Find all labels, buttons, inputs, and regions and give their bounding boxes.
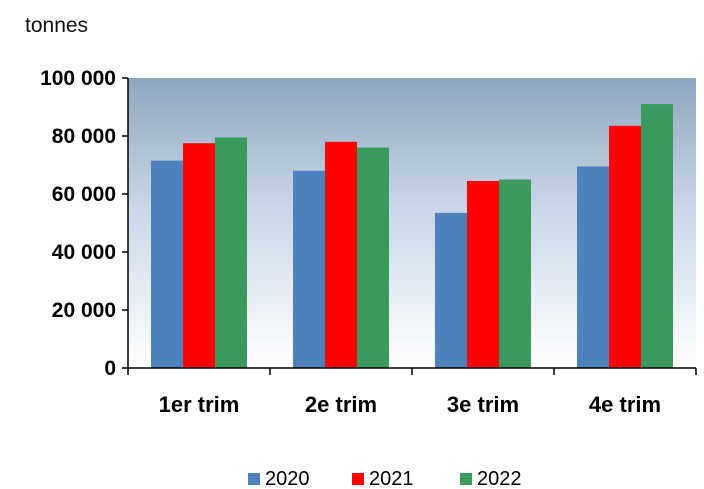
y-tick-label-3: 60 000 bbox=[52, 183, 116, 206]
legend-label-2020: 2020 bbox=[265, 468, 310, 489]
legend-swatch-2022 bbox=[460, 473, 472, 485]
bar-2020-2 bbox=[293, 170, 325, 368]
y-tick-label-4: 80 000 bbox=[52, 125, 116, 148]
y-tick-labels: 0 20 000 40 000 60 000 80 000 100 000 bbox=[40, 67, 116, 380]
legend-label-2022: 2022 bbox=[477, 468, 522, 489]
x-tick-label-1: 1er trim bbox=[159, 392, 240, 417]
legend-swatch-2020 bbox=[248, 473, 260, 485]
x-tick-label-2: 2e trim bbox=[305, 392, 377, 417]
bar-2021-4 bbox=[609, 125, 641, 368]
bar-2020-1 bbox=[151, 160, 183, 368]
bar-2022-3 bbox=[499, 179, 531, 368]
bar-2022-1 bbox=[215, 137, 247, 368]
x-tick-label-4: 4e trim bbox=[589, 392, 661, 417]
y-tick-label-2: 40 000 bbox=[52, 241, 116, 264]
legend-swatch-2021 bbox=[352, 473, 364, 485]
y-tick-label-1: 20 000 bbox=[52, 299, 116, 322]
bar-2022-4 bbox=[641, 104, 673, 368]
bar-2021-2 bbox=[325, 141, 357, 368]
y-tick-label-5: 100 000 bbox=[40, 67, 116, 90]
legend-label-2021: 2021 bbox=[369, 468, 414, 489]
bar-2021-3 bbox=[467, 180, 499, 368]
bar-2021-1 bbox=[183, 143, 215, 368]
x-tick-labels: 1er trim 2e trim 3e trim 4e trim bbox=[159, 392, 661, 417]
bar-2020-3 bbox=[435, 212, 467, 368]
y-tick-label-0: 0 bbox=[104, 357, 116, 380]
bars-group bbox=[151, 104, 673, 368]
x-tick-label-3: 3e trim bbox=[447, 392, 519, 417]
axes-group bbox=[122, 77, 697, 375]
legend: 2020 2021 2022 bbox=[248, 468, 522, 489]
y-axis-unit-label: tonnes bbox=[25, 14, 88, 37]
bar-2022-2 bbox=[357, 147, 389, 368]
bar-2020-4 bbox=[577, 166, 609, 368]
